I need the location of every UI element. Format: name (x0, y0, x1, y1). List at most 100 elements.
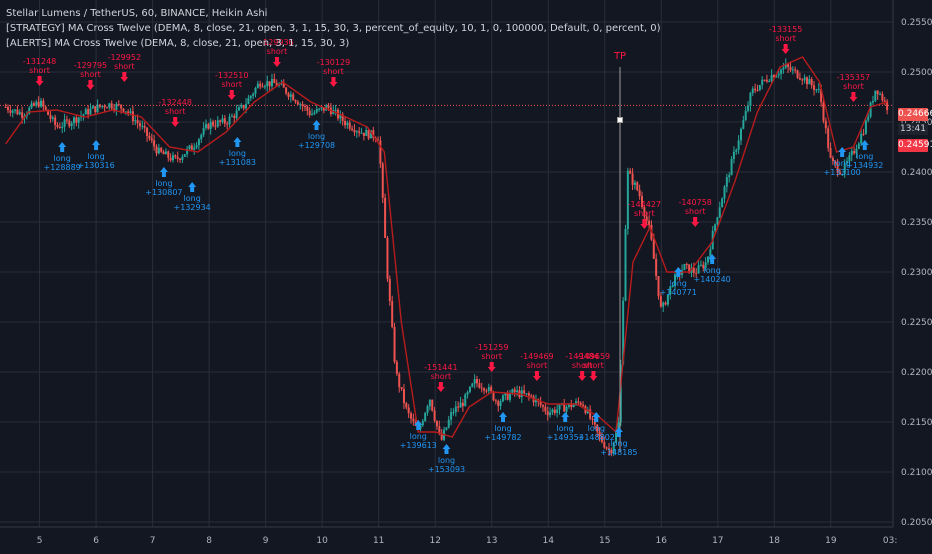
candle-body (282, 83, 285, 88)
alerts-legend[interactable]: [ALERTS] MA Cross Twelve (DEMA, 8, close… (6, 38, 350, 49)
candle-body (384, 197, 387, 238)
candle-body (193, 147, 196, 150)
candle-body (381, 163, 384, 198)
long-signal-label: long (155, 179, 172, 188)
long-arrow-icon (614, 427, 623, 437)
candle-body (348, 122, 351, 129)
candle-body (596, 424, 599, 432)
candle-body (523, 390, 526, 394)
candle-body (268, 81, 271, 87)
candle-body (457, 406, 460, 408)
candle-body (14, 109, 17, 111)
candle-body (87, 109, 90, 115)
symbol-title[interactable]: Stellar Lumens / TetherUS, 60, BINANCE, … (6, 8, 268, 19)
candle-body (836, 163, 839, 173)
candle-body (822, 102, 825, 121)
candle-body (98, 104, 101, 107)
candle-body (230, 115, 233, 117)
candle-body (195, 145, 198, 148)
candle-body (805, 77, 808, 85)
candle-body (452, 412, 455, 414)
candle-body (605, 447, 608, 449)
candle-body (867, 116, 870, 121)
short-arrow-icon (640, 219, 649, 229)
candle-body (410, 413, 413, 419)
candle-body (176, 156, 179, 159)
candle-body (817, 88, 820, 90)
candle-body (850, 151, 853, 156)
short-arrow-icon (171, 117, 180, 127)
candle-body (487, 387, 490, 391)
short-arrow-icon (578, 371, 587, 381)
candle-body (365, 130, 368, 136)
candle-body (739, 128, 742, 141)
candle-body (871, 101, 874, 103)
long-signal-value: +153093 (428, 465, 465, 474)
candle-body (476, 379, 479, 384)
long-signal-value: +131083 (219, 158, 256, 167)
candle-body (534, 399, 537, 403)
short-signal-value: -149469 (520, 352, 553, 361)
long-signal-value: +130316 (77, 161, 114, 170)
candle-body (346, 122, 349, 126)
long-arrow-icon (442, 444, 451, 454)
short-signal-label: short (634, 209, 655, 218)
candle-body (108, 103, 111, 108)
candle-body (16, 109, 19, 115)
candle-body (388, 278, 391, 302)
candle-body (718, 207, 721, 218)
candle-body (579, 402, 582, 405)
candle-body (103, 105, 106, 108)
candle-body (772, 75, 775, 78)
candle-body (754, 88, 757, 91)
candle-body (530, 395, 533, 397)
candle-body (626, 170, 629, 230)
candle-body (101, 105, 104, 107)
long-signal-value: +130807 (145, 188, 182, 197)
candle-body (171, 155, 174, 161)
candle-body (662, 302, 665, 307)
long-signal-label: long (410, 432, 427, 441)
candle-body (183, 154, 186, 157)
candle-body (791, 69, 794, 71)
candle-body (379, 140, 382, 164)
candle-body (73, 117, 76, 124)
long-arrow-icon (838, 147, 847, 157)
candle-body (758, 84, 761, 91)
candle-body (824, 120, 827, 129)
long-signal-label: long (670, 279, 687, 288)
candle-body (864, 120, 867, 134)
candle-body (261, 86, 264, 88)
candle-body (732, 151, 735, 159)
short-signal-label: short (527, 361, 548, 370)
ma-line (5, 56, 888, 438)
strategy-legend[interactable]: [STRATEGY] MA Cross Twelve (DEMA, 8, clo… (6, 23, 661, 34)
candle-body (803, 77, 806, 81)
candle-body (461, 402, 464, 407)
candle-body (61, 126, 64, 128)
candle-body (294, 100, 297, 102)
candle-body (56, 125, 59, 128)
candle-body (49, 114, 52, 119)
candle-body (9, 110, 12, 113)
candle-body (77, 117, 80, 123)
candle-body (721, 198, 724, 208)
candle-body (407, 407, 410, 414)
long-signal-value: +132934 (174, 203, 211, 212)
candle-body (527, 393, 530, 396)
candle-body (838, 172, 841, 175)
candle-body (320, 107, 323, 109)
long-signal-value: +134932 (846, 161, 883, 170)
short-signal-label: short (843, 82, 864, 91)
candle-body (292, 94, 295, 101)
candle-body (843, 163, 846, 175)
candle-body (202, 127, 205, 135)
candle-body (181, 156, 184, 161)
candle-body (525, 393, 528, 395)
x-tick-label: 17 (712, 536, 723, 546)
candle-body (659, 296, 662, 307)
x-tick-label: 16 (656, 536, 668, 546)
